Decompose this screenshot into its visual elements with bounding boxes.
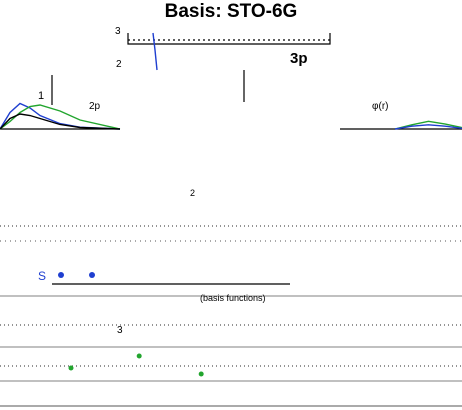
series-line-black-2 (0, 113, 121, 130)
series-line-green-1 (0, 104, 121, 130)
ytick-label-2: 2 (116, 59, 122, 70)
chart-marks (0, 32, 462, 377)
s-point-1 (89, 272, 95, 278)
annotation-basis-functions: (basis functions) (200, 293, 266, 303)
annotation-3: 3 (117, 325, 123, 336)
panel-label-3p: 3p (290, 50, 308, 67)
panel-frames (0, 33, 462, 407)
ytick-label-3: 3 (115, 26, 121, 37)
green-point-0 (68, 365, 74, 371)
top-panel-blue-curve (152, 32, 158, 71)
green-point-1 (136, 353, 142, 359)
annotation-s: S (38, 269, 47, 283)
panel-label-2p: 2p (89, 101, 101, 112)
chart-title: Basis: STO-6G (164, 1, 298, 22)
green-point-2 (198, 371, 204, 377)
right-series-line-blue-1 (394, 124, 462, 130)
s-point-0 (58, 272, 64, 278)
top-panel-frame (127, 33, 331, 45)
annotation-phi: φ(r) (372, 101, 389, 112)
right-series-line-green-0 (394, 120, 462, 130)
panel-label-1: 1 (38, 90, 45, 102)
annotation-2: 2 (190, 188, 196, 198)
